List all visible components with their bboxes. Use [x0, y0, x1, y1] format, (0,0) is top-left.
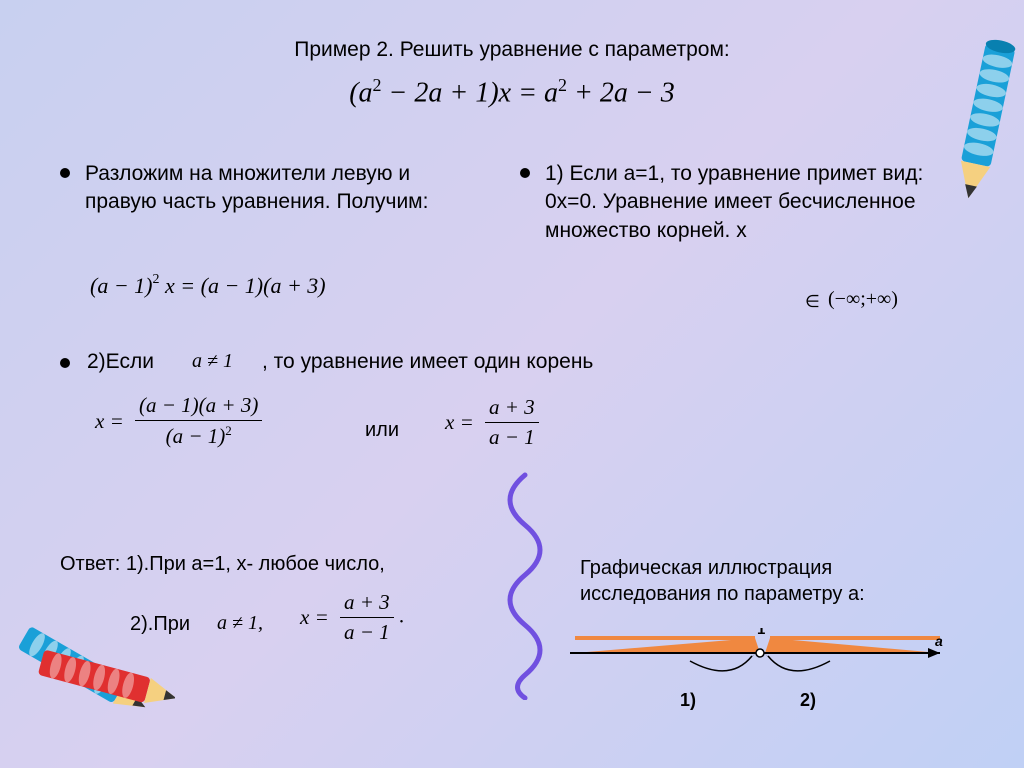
- case2-suffix: , то уравнение имеет один корень: [262, 350, 593, 374]
- or-label: или: [365, 419, 399, 442]
- fraction-3: x = a + 3 a − 1 .: [300, 590, 404, 645]
- tick-label-1: 1: [757, 628, 765, 638]
- interval-text: (−∞;+∞): [828, 288, 898, 311]
- bullet-icon: [520, 168, 530, 178]
- pencil-decoration-icon: [949, 15, 1024, 215]
- factored-equation: (a − 1)2 x = (a − 1)(a + 3): [90, 273, 326, 299]
- slide-title: Пример 2. Решить уравнение с параметром:: [0, 38, 1024, 62]
- frac2-denominator: a − 1: [485, 423, 539, 450]
- number-line-diagram: 1 a 1) 2): [570, 628, 950, 723]
- a-not-equal-1-answer: a ≠ 1,: [217, 612, 263, 635]
- bullet-icon: [60, 358, 70, 368]
- left-paragraph: Разложим на множители левую и правую час…: [85, 160, 465, 217]
- main-equation: (a2 − 2a + 1)x = a2 + 2a − 3: [0, 75, 1024, 109]
- fraction-2: x = a + 3 a − 1: [445, 395, 539, 450]
- fraction-1: x = (a − 1)(a + 3) (a − 1)2: [95, 393, 262, 449]
- pencils-decoration-icon: [5, 588, 175, 758]
- case2-prefix: 2)Если: [87, 350, 154, 374]
- region-1-label: 1): [680, 690, 696, 710]
- frac3-numerator: a + 3: [340, 590, 394, 618]
- right-paragraph: 1) Если а=1, то уравнение примет вид: 0х…: [545, 160, 975, 245]
- region-2-label: 2): [800, 690, 816, 710]
- frac2-numerator: a + 3: [485, 395, 539, 423]
- squiggle-decoration-icon: [490, 470, 560, 700]
- element-of-icon: ∈: [805, 292, 820, 312]
- frac1-denominator: (a − 1)2: [135, 421, 262, 449]
- diagram-caption: Графическая иллюстрация исследования по …: [580, 555, 960, 607]
- frac3-denominator: a − 1: [340, 618, 394, 645]
- frac1-numerator: (a − 1)(a + 3): [135, 393, 262, 421]
- a-not-equal-1: a ≠ 1: [192, 350, 233, 373]
- axis-label-a: a: [935, 633, 943, 649]
- bullet-icon: [60, 168, 70, 178]
- answer-line-1: Ответ: 1).При а=1, х- любое число,: [60, 553, 385, 576]
